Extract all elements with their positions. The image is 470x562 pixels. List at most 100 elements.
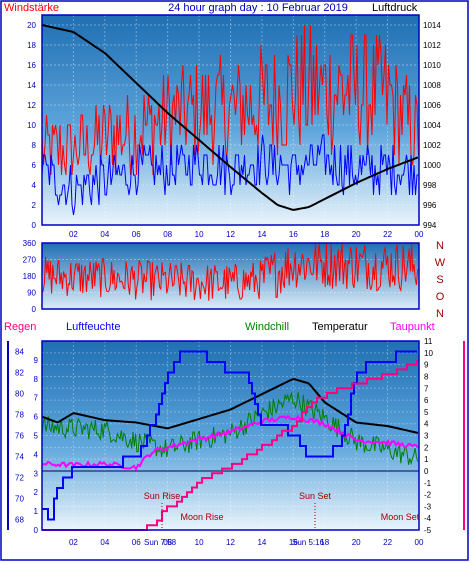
page-title: 24 hour graph day : 10 Februar 2019 xyxy=(168,2,348,14)
compass-label: S xyxy=(436,274,443,286)
wind-tick-label: 18 xyxy=(27,41,36,50)
direction-tick-label: 90 xyxy=(27,289,36,298)
wind-tick-label: 0 xyxy=(32,221,37,230)
moon-set-label: Moon Set xyxy=(381,512,420,522)
temperature-y-ticks: -5 -4 -3 -2 -1 0 1 2 3 4 5 6 7 8 9 10 11 xyxy=(424,337,433,535)
rain-tick-label: 6 xyxy=(34,413,39,422)
temperature-tick-label: 11 xyxy=(424,337,433,346)
compass-label: N xyxy=(436,308,444,320)
pressure-tick-label: 1006 xyxy=(423,101,441,110)
pressure-tick-label: 998 xyxy=(423,181,437,190)
wind-tick-label: 8 xyxy=(32,141,37,150)
wind-tick-label: 2 xyxy=(32,201,37,210)
humidity-tick-label: 76 xyxy=(15,432,24,441)
direction-tick-label: 360 xyxy=(23,239,37,248)
temperature-tick-label: 5 xyxy=(424,408,429,417)
wind-y-ticks: 0 2 4 6 8 10 12 14 16 18 20 xyxy=(27,21,36,230)
x-tick-label: 22 xyxy=(383,538,392,547)
temperature-series-line xyxy=(41,377,419,434)
pressure-tick-label: 994 xyxy=(423,221,437,230)
temperature-tick-label: 9 xyxy=(424,361,429,370)
windchill-label: Windchill xyxy=(245,321,289,333)
x-tick-label: 20 xyxy=(352,538,361,547)
pressure-tick-label: 1000 xyxy=(423,161,441,170)
rain-tick-label: 7 xyxy=(34,394,39,403)
x-tick-label: 04 xyxy=(100,538,109,547)
temperature-x-ticks: 02 04 06 08 10 12 14 16 18 20 22 00 xyxy=(69,538,424,547)
temperature-tick-label: -5 xyxy=(424,526,432,535)
pressure-tick-label: 1010 xyxy=(423,61,441,70)
pressure-tick-label: 1004 xyxy=(423,121,441,130)
humidity-tick-label: 70 xyxy=(15,495,24,504)
humidity-tick-label: 80 xyxy=(15,390,24,399)
wind-tick-label: 12 xyxy=(27,101,36,110)
pressure-y-ticks: 994 996 998 1000 1002 1004 1006 1008 1010 1012 101… xyxy=(423,21,441,230)
temperature-tick-label: -1 xyxy=(424,479,432,488)
pressure-tick-label: 996 xyxy=(423,201,437,210)
x-tick-label: 02 xyxy=(69,230,78,239)
temperature-tick-label: 2 xyxy=(424,443,429,452)
x-tick-label: 16 xyxy=(289,538,298,547)
wind-tick-label: 16 xyxy=(27,61,36,70)
x-tick-label: 00 xyxy=(415,230,424,239)
humidity-tick-label: 78 xyxy=(15,411,24,420)
pressure-tick-label: 1012 xyxy=(423,41,441,50)
x-tick-label: 02 xyxy=(69,538,78,547)
sun-rise-time: Sun 7:58 xyxy=(144,538,177,547)
humidity-y-ticks: 68 70 72 74 76 78 80 82 84 xyxy=(15,348,24,525)
wind-tick-label: 14 xyxy=(27,81,36,90)
pressure-tick-label: 1014 xyxy=(423,21,441,30)
rain-tick-label: 5 xyxy=(34,432,39,441)
humidity-tick-label: 72 xyxy=(15,474,24,483)
rain-tick-label: 2 xyxy=(34,488,39,497)
wind-x-ticks: 02 04 06 08 10 12 14 16 18 20 22 00 xyxy=(69,230,424,239)
rain-y-ticks: 0 1 2 3 4 5 6 7 8 9 xyxy=(34,356,39,535)
compass-label: N xyxy=(436,240,444,252)
wind-tick-label: 10 xyxy=(27,121,36,130)
temperature-tick-label: -3 xyxy=(424,502,432,511)
humidity-tick-label: 82 xyxy=(15,369,24,378)
humidity-tick-label: 74 xyxy=(15,453,24,462)
pressure-tick-label: 1002 xyxy=(423,141,441,150)
x-tick-label: 18 xyxy=(320,230,329,239)
temperature-tick-label: 4 xyxy=(424,420,429,429)
humidity-tick-label: 68 xyxy=(15,516,24,525)
x-tick-label: 14 xyxy=(257,230,266,239)
sun-set-label: Sun Set xyxy=(299,491,332,501)
temperature-tick-label: 8 xyxy=(424,372,429,381)
gust-series-line xyxy=(41,24,419,176)
temperature-grid xyxy=(42,341,419,530)
x-tick-label: 16 xyxy=(289,230,298,239)
wind-tick-label: 6 xyxy=(32,161,37,170)
direction-tick-label: 0 xyxy=(32,305,37,314)
x-tick-label: 08 xyxy=(163,538,172,547)
x-tick-label: 06 xyxy=(132,230,141,239)
temperature-tick-label: -2 xyxy=(424,491,432,500)
rain-axis-title: Regen xyxy=(4,321,36,333)
sun-set-time: Sun 5:16 xyxy=(292,538,325,547)
temperature-tick-label: -4 xyxy=(424,514,432,523)
humidity-tick-label: 84 xyxy=(15,348,24,357)
temperature-tick-label: 1 xyxy=(424,455,429,464)
sun-rise-label: Sun Rise xyxy=(144,491,181,501)
rain-tick-label: 4 xyxy=(34,450,39,459)
rain-tick-label: 8 xyxy=(34,375,39,384)
wind-pressure-series xyxy=(41,24,419,216)
humidity-series-line xyxy=(42,350,417,521)
compass-label: W xyxy=(435,257,446,269)
temperature-tick-label: 7 xyxy=(424,384,429,393)
wind-tick-label: 4 xyxy=(32,181,37,190)
x-tick-label: 04 xyxy=(100,230,109,239)
pressure-tick-label: 1008 xyxy=(423,81,441,90)
dewpoint-label: Taupunkt xyxy=(390,321,435,333)
compass-label: O xyxy=(436,291,445,303)
rain-tick-label: 3 xyxy=(34,469,39,478)
x-tick-label: 08 xyxy=(163,230,172,239)
x-tick-label: 12 xyxy=(226,230,235,239)
temperature-tick-label: 0 xyxy=(424,467,429,476)
moon-rise-label: Moon Rise xyxy=(180,512,223,522)
